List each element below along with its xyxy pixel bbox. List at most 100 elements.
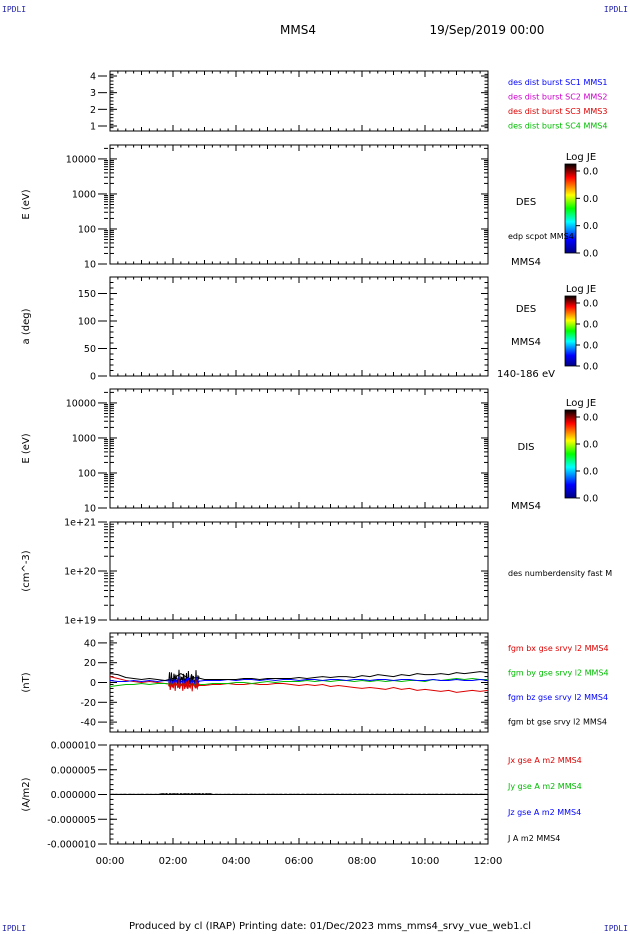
panels-group: 1 2 3 4 des dist burst SC1 MMS1 des dist burs… bbox=[21, 70, 612, 867]
legend-entry: Jx gse A m2 MMS4 bbox=[507, 756, 582, 765]
y-tick-label: 0 bbox=[90, 678, 96, 689]
legend-entry: Jy gse A m2 MMS4 bbox=[507, 782, 582, 791]
y-tick-label: -0.000010 bbox=[47, 840, 96, 851]
y-tick-label: 10000 bbox=[66, 154, 96, 165]
legend-entry: des dist burst SC4 MMS4 bbox=[508, 122, 607, 131]
colorbar bbox=[564, 163, 577, 254]
legend-entry: fgm bt gse srvy l2 MMS4 bbox=[508, 718, 607, 727]
colorbar-tick-label: 0.0 bbox=[583, 413, 598, 424]
legend-entry: fgm by gse srvy l2 MMS4 bbox=[508, 669, 609, 678]
right-label: 140-186 eV bbox=[497, 369, 555, 380]
colorbar-tick-label: 0.0 bbox=[583, 362, 598, 373]
y-tick-label: 20 bbox=[84, 658, 96, 669]
x-tick-label: 02:00 bbox=[159, 856, 188, 867]
right-label: MMS4 bbox=[511, 257, 541, 268]
y-tick-label: 4 bbox=[90, 72, 96, 83]
colorbar-title: Log JE bbox=[566, 398, 596, 409]
y-tick-label: 0 bbox=[90, 372, 96, 383]
y-tick-label: 1e+21 bbox=[64, 518, 96, 529]
y-tick-label: 2 bbox=[90, 105, 96, 116]
y-axis-label: (cm^-3) bbox=[21, 550, 32, 591]
colorbar-title: Log JE bbox=[566, 284, 596, 295]
y-tick-label: 1 bbox=[90, 122, 96, 133]
corner-label-tr: IPDLI bbox=[604, 5, 628, 14]
y-tick-label: 1e+20 bbox=[64, 567, 96, 578]
panel-frame bbox=[109, 388, 489, 509]
colorbar-tick-label: 0.0 bbox=[583, 341, 598, 352]
x-tick-label: 04:00 bbox=[222, 856, 251, 867]
right-label: DES bbox=[516, 304, 536, 315]
x-tick-label: 06:00 bbox=[285, 856, 314, 867]
legend-entry: Jz gse A m2 MMS4 bbox=[507, 808, 581, 817]
y-tick-label: 100 bbox=[78, 224, 96, 235]
panel-frame bbox=[109, 144, 489, 265]
y-tick-label: 40 bbox=[84, 638, 96, 649]
y-tick-label: 0.000000 bbox=[51, 790, 96, 801]
datetime-title: 19/Sep/2019 00:00 bbox=[430, 23, 545, 37]
y-tick-label: 0.000005 bbox=[51, 765, 96, 776]
legend-entry: des numberdensity fast M bbox=[508, 569, 612, 578]
colorbar-tick-label: 0.0 bbox=[583, 299, 598, 310]
y-tick-label: 3 bbox=[90, 88, 96, 99]
legend-entry: des dist burst SC3 MMS3 bbox=[508, 107, 607, 116]
colorbar bbox=[564, 295, 577, 367]
corner-label-bl: IPDLI bbox=[2, 924, 26, 933]
y-axis-label: E (eV) bbox=[21, 189, 32, 219]
panel-4: 10 100 1000 10000 E (eV) Log JE 0.0 0.0 0.0 0.0 DI… bbox=[21, 388, 598, 515]
panel-1: 1 2 3 4 des dist burst SC1 MMS1 des dist burs… bbox=[90, 70, 607, 133]
x-tick-label: 08:00 bbox=[348, 856, 377, 867]
y-axis-label: E (eV) bbox=[21, 433, 32, 463]
panel-frame bbox=[109, 276, 489, 377]
y-tick-label: 1000 bbox=[72, 189, 96, 200]
y-tick-label: 10 bbox=[84, 504, 96, 515]
colorbar-tick-label: 0.0 bbox=[583, 467, 598, 478]
colorbar-tick-label: 0.0 bbox=[583, 494, 598, 505]
legend-entry: J A m2 MMS4 bbox=[507, 834, 560, 843]
y-tick-label: 50 bbox=[84, 344, 96, 355]
colorbar-tick-label: 0.0 bbox=[583, 440, 598, 451]
colorbar-tick-label: 0.0 bbox=[583, 221, 598, 232]
y-axis-label: (A/m2) bbox=[21, 777, 32, 811]
right-label: DIS bbox=[518, 442, 535, 453]
series-line bbox=[109, 671, 489, 682]
x-tick-label: 10:00 bbox=[411, 856, 440, 867]
panel-frame bbox=[109, 70, 489, 132]
y-tick-label: 1e+19 bbox=[64, 616, 96, 627]
x-tick-label: 12:00 bbox=[474, 856, 503, 867]
y-tick-label: 1000 bbox=[72, 433, 96, 444]
right-label: DES bbox=[516, 197, 536, 208]
panel-frame bbox=[109, 521, 489, 621]
y-tick-label: 100 bbox=[78, 468, 96, 479]
y-tick-label: -0.000005 bbox=[47, 815, 96, 826]
spacecraft-title: MMS4 bbox=[280, 23, 316, 37]
colorbar-tick-label: 0.0 bbox=[583, 249, 598, 260]
colorbar-tick-label: 0.0 bbox=[583, 167, 598, 178]
y-tick-label: 100 bbox=[78, 317, 96, 328]
y-axis-label: a (deg) bbox=[21, 308, 32, 344]
right-label: edp scpot MMS4 bbox=[508, 232, 574, 241]
legend-entry: fgm bx gse srvy l2 MMS4 bbox=[508, 644, 609, 653]
colorbar bbox=[564, 409, 577, 499]
y-tick-label: -40 bbox=[80, 718, 96, 729]
panel-frame bbox=[109, 632, 489, 733]
y-tick-label: 0.000010 bbox=[51, 741, 96, 752]
panel-7: -0.000010 -0.000005 0.000000 0.000005 0.0000… bbox=[21, 741, 582, 851]
corner-label-br: IPDLI bbox=[604, 924, 628, 933]
series-line bbox=[109, 676, 489, 693]
panel-2: 10 100 1000 10000 E (eV) Log JE 0.0 0.0 0.0 0.0 DE… bbox=[21, 144, 598, 271]
right-label: MMS4 bbox=[511, 501, 541, 512]
legend-entry: des dist burst SC2 MMS2 bbox=[508, 93, 607, 102]
footer-credit: Produced by cl (IRAP) Printing date: 01/… bbox=[129, 921, 531, 932]
panel-3: 0 50 100 150 a (deg) Log JE 0.0 0.0 0.0 0.0 DES MMS… bbox=[21, 276, 598, 383]
y-axis-label: (nT) bbox=[21, 672, 32, 692]
y-tick-label: 10000 bbox=[66, 398, 96, 409]
legend-entry: fgm bz gse srvy l2 MMS4 bbox=[508, 693, 608, 702]
y-tick-label: 10 bbox=[84, 260, 96, 271]
colorbar-tick-label: 0.0 bbox=[583, 194, 598, 205]
y-tick-label: -20 bbox=[80, 698, 96, 709]
legend-entry: des dist burst SC1 MMS1 bbox=[508, 78, 607, 87]
current-total-trace bbox=[109, 792, 489, 796]
y-tick-label: 150 bbox=[78, 289, 96, 300]
colorbar-tick-label: 0.0 bbox=[583, 320, 598, 331]
